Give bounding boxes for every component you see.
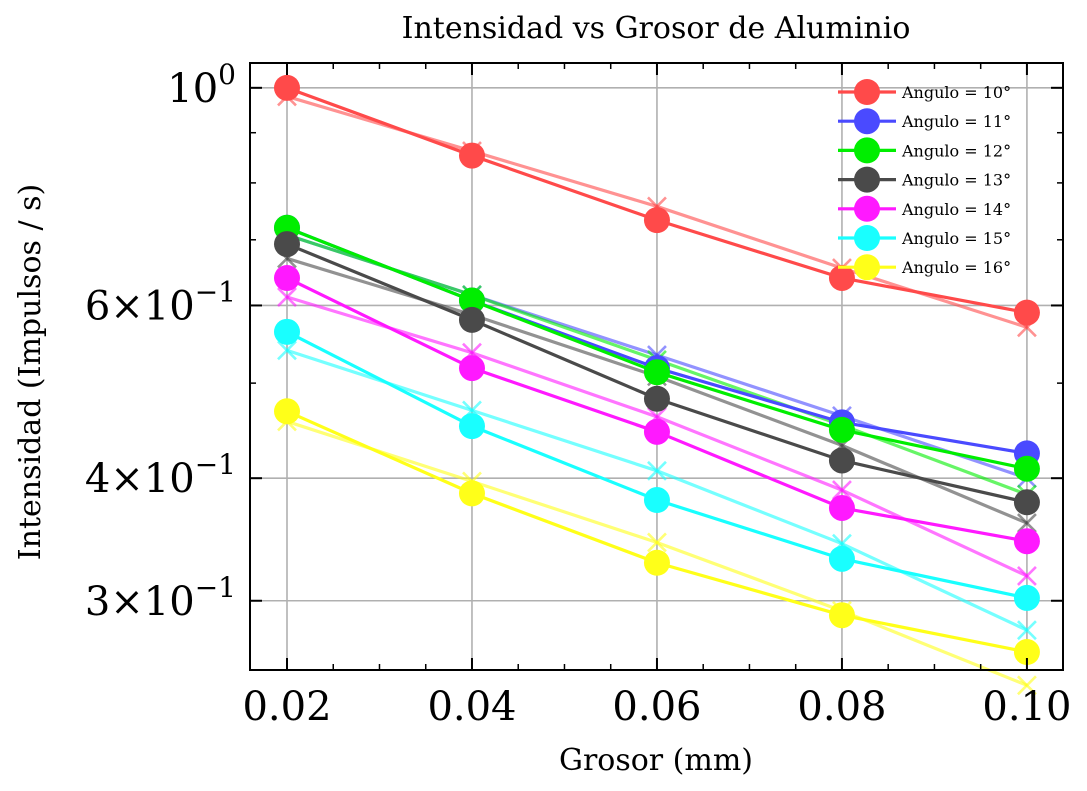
- legend-marker: [854, 225, 880, 251]
- fit-marker-stroke: [1017, 566, 1037, 586]
- y-tick-label: 6×10−1: [85, 275, 236, 329]
- fit-marker-stroke: [647, 532, 667, 553]
- data-point: [273, 231, 300, 258]
- data-point: [643, 487, 670, 514]
- legend-marker: [854, 195, 880, 222]
- legend-marker: [854, 166, 880, 193]
- data-point: [458, 306, 485, 333]
- data-point: [458, 413, 485, 440]
- data-point: [643, 418, 670, 445]
- y-tick-label: 4×10−1: [85, 448, 236, 502]
- fit-marker: [1017, 513, 1037, 534]
- legend-entry: Angulo = 14°: [838, 195, 1011, 222]
- data-point: [273, 264, 300, 291]
- chart-title: Intensidad vs Grosor de Aluminio: [402, 11, 911, 46]
- legend-marker: [854, 137, 880, 164]
- series-lines: [273, 74, 1040, 666]
- legend: Angulo = 10° Angulo = 11° Angulo = 12° Angu…: [838, 79, 1011, 281]
- axis-ticks: 0.02 0.04 0.06 0.08 0.10 100 6×10−1 4×10−1 3×10−…: [85, 58, 1072, 730]
- data-point: [1013, 584, 1040, 611]
- legend-marker: [854, 108, 880, 135]
- x-tick-label: 0.06: [612, 684, 701, 730]
- fit-marker-stroke: [1017, 513, 1037, 534]
- data-point: [458, 355, 485, 382]
- legend-label: Angulo = 10°: [901, 83, 1011, 102]
- data-point: [1013, 299, 1040, 326]
- data-point: [1013, 489, 1040, 516]
- fit-marker-stroke: [1017, 675, 1037, 696]
- legend-label: Angulo = 13°: [901, 171, 1011, 190]
- x-axis-label: Grosor (mm): [559, 743, 753, 778]
- x-tick-label: 0.02: [242, 684, 331, 730]
- data-point: [458, 480, 485, 507]
- fit-marker-stroke: [1017, 620, 1037, 641]
- data-point: [828, 545, 855, 572]
- fit-marker: [1017, 620, 1037, 641]
- legend-entry: Angulo = 11°: [838, 108, 1011, 135]
- legend-label: Angulo = 15°: [901, 229, 1011, 248]
- y-tick-label: 100: [167, 58, 236, 112]
- y-tick-label: 3×10−1: [85, 571, 236, 625]
- data-point: [643, 385, 670, 412]
- fit-marker-stroke: [832, 480, 852, 500]
- data-point: [828, 602, 855, 629]
- fit-marker-stroke: [277, 287, 297, 307]
- fit-marker: [277, 340, 297, 361]
- data-point: [828, 416, 855, 443]
- legend-label: Angulo = 16°: [901, 258, 1011, 277]
- data-point: [458, 142, 485, 169]
- legend-entry: Angulo = 12°: [838, 137, 1011, 164]
- y-axis-label: Intensidad (Impulsos / s): [13, 184, 48, 560]
- fit-marker: [1017, 675, 1037, 696]
- x-tick-label: 0.08: [797, 684, 886, 730]
- fit-marker: [647, 460, 667, 481]
- legend-marker: [854, 254, 880, 281]
- legend-entry: Angulo = 15°: [838, 225, 1011, 251]
- data-point: [273, 398, 300, 425]
- data-point: [643, 207, 670, 234]
- data-point: [828, 264, 855, 291]
- legend-entry: Angulo = 16°: [838, 254, 1011, 281]
- data-point: [828, 494, 855, 521]
- fit-marker: [277, 287, 297, 307]
- data-point: [1013, 528, 1040, 555]
- fit-marker: [832, 480, 852, 500]
- fit-marker: [1017, 566, 1037, 586]
- legend-marker: [854, 79, 880, 105]
- data-point: [458, 287, 485, 314]
- data-point: [1013, 639, 1040, 666]
- data-point: [1013, 455, 1040, 482]
- legend-entry: Angulo = 10°: [838, 79, 1011, 105]
- data-point: [643, 359, 670, 386]
- x-tick-label: 0.10: [982, 684, 1071, 730]
- data-point: [273, 74, 300, 101]
- data-point: [273, 318, 300, 345]
- legend-label: Angulo = 11°: [901, 112, 1011, 131]
- fit-marker-stroke: [647, 460, 667, 481]
- data-point: [643, 549, 670, 576]
- legend-entry: Angulo = 13°: [838, 166, 1011, 193]
- fit-marker-stroke: [277, 340, 297, 361]
- data-point: [828, 447, 855, 474]
- x-tick-label: 0.04: [427, 684, 516, 730]
- fit-marker: [647, 532, 667, 553]
- legend-label: Angulo = 12°: [901, 141, 1011, 160]
- legend-label: Angulo = 14°: [901, 200, 1011, 219]
